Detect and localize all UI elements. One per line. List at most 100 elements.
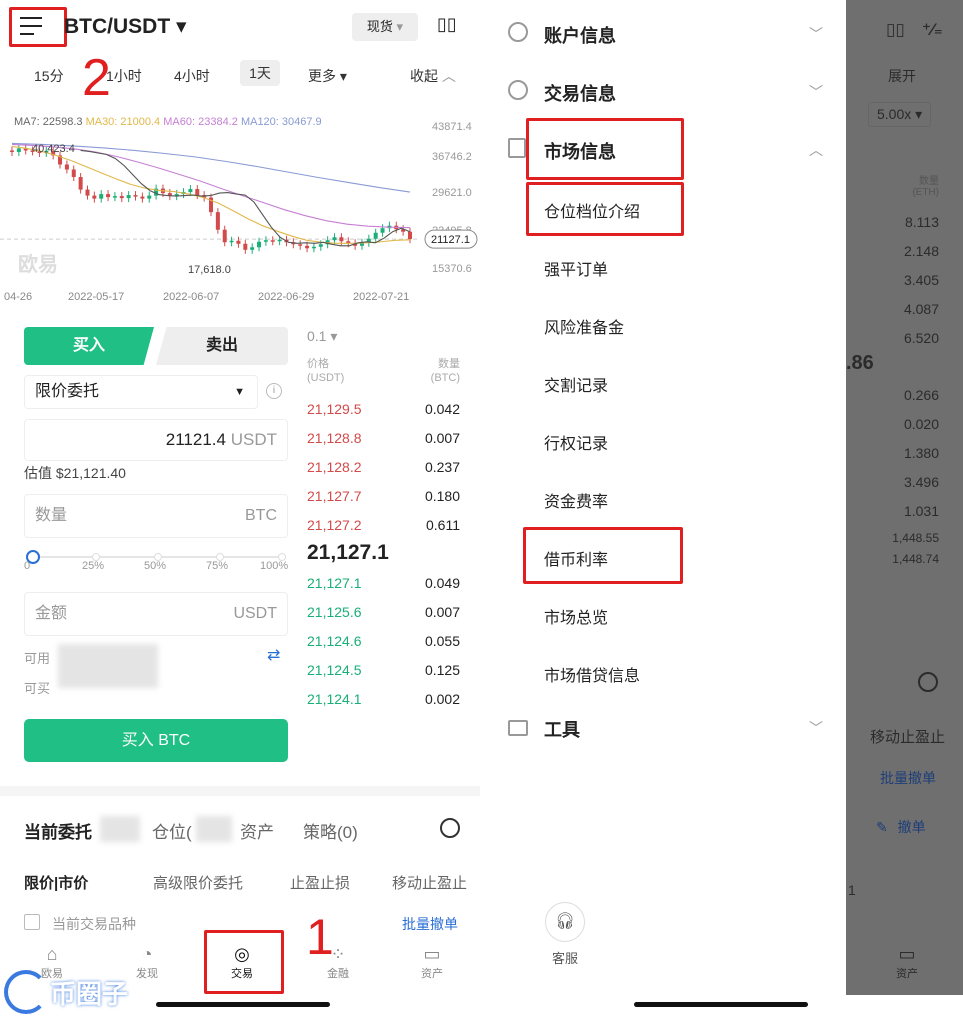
annotation-box-position-tiers [526,182,684,236]
ask-price[interactable]: 21,128.2 [307,459,362,475]
timeframe-1d[interactable]: 1天 [240,60,280,86]
tab-assets[interactable]: 资产 [240,823,274,842]
order-type-dropdown[interactable]: 限价委托 ▼ [24,375,258,409]
nav-label: 欧易 [41,968,63,980]
candlestick-icon[interactable]: ▯▯ [437,14,457,34]
menu-item[interactable]: 借币利率 [544,552,609,569]
timeframe-4h[interactable]: 4小时 [174,68,210,84]
ma60-label: MA60: 23384.2 [163,116,238,128]
nav-finance[interactable]: ⁘ 金融 [316,944,360,981]
nav-discover[interactable]: ◔ 发现 [125,944,169,981]
ask-price[interactable]: 21,127.2 [307,517,362,533]
wallet-icon: ▭ [898,944,916,964]
ask-price[interactable]: 21,127.7 [307,488,362,504]
candle [243,243,248,250]
nav-assets[interactable]: ▭ 资产 [410,944,454,981]
market-type-label: 现货 [366,19,393,34]
menu-item[interactable]: 强平订单 [544,262,609,279]
amount-slider[interactable] [26,550,286,564]
bid-price[interactable]: 21,127.1 [307,575,362,591]
ma120-label: MA120: 30467.9 [240,116,322,128]
amount-unit: USDT [233,605,277,622]
pair-selector[interactable]: BTC/USDT ▾ [64,15,187,38]
candle [58,155,63,165]
history-icon[interactable] [440,818,460,838]
menu-item[interactable]: 风险准备金 [544,320,625,337]
amount-input[interactable]: 金额 USDT [24,592,288,636]
collapse-button[interactable]: 收起 ︿ [410,68,456,84]
menu-item[interactable]: 资金费率 [544,494,609,511]
menu-item[interactable]: 市场总览 [544,610,609,627]
bid-price[interactable]: 21,125.6 [307,604,362,620]
bid-price[interactable]: 21,124.1 [307,691,362,707]
bg-bid-qty: 0.266 [903,387,939,403]
chevron-down-icon[interactable]: ﹀ [809,26,823,42]
menu-icon[interactable] [20,14,46,36]
buy-tab[interactable]: 买入 [24,327,154,365]
bid-price[interactable]: 21,124.5 [307,662,362,678]
book-price-header: 价格 (USDT) [307,357,344,385]
candle [85,189,90,196]
candlestick-icon: ▯▯ [886,20,905,39]
bg-ask-qty: 2.148 [903,243,939,259]
qty-header-unit: (BTC) [430,372,460,384]
candle [277,239,282,242]
subtab-advanced-limit[interactable]: 高级限价委托 [153,875,244,892]
info-icon[interactable]: i [266,383,282,399]
x-tick-label: 2022-06-07 [163,291,219,303]
chevron-down-icon[interactable]: ﹀ [809,84,823,100]
tab-current-orders[interactable]: 当前委托 [24,823,92,842]
support-button[interactable]: 🎧︎ 客服 [542,902,588,967]
dimmed-background-screen[interactable]: ▯▯ ⁺⁄₌ 展开 5.00x ▾ 数量 (ETH) 8.113 2.148 3.40… [846,0,963,995]
nav-label: 金融 [327,968,349,980]
subtab-trailing[interactable]: 移动止盈止 [392,875,468,892]
nav-trade[interactable]: ◎ 交易 [220,944,264,981]
bg-extra-value: 1,448.55 [892,531,939,545]
subtab-tp-sl[interactable]: 止盈止损 [290,875,351,892]
nav-home[interactable]: ⌂ 欧易 [30,944,74,981]
timeframe-more[interactable]: 更多 ▾ [308,68,347,84]
ask-price[interactable]: 21,128.8 [307,430,362,446]
quantity-input[interactable]: 数量 BTC [24,494,288,538]
price-input[interactable]: 21121.4 USDT [24,419,288,461]
section-account-info[interactable]: 账户信息 [544,26,616,46]
market-type-dropdown[interactable]: 现货 ▾ [352,13,418,41]
section-trade-info[interactable]: 交易信息 [544,84,616,104]
last-price-fragment: .86 [846,352,874,374]
y-tick-label: 36746.2 [432,151,472,163]
expand-label: 展开 [888,68,916,84]
timeframe-15m[interactable]: 15分 [34,68,64,84]
ma30-line [11,145,411,244]
batch-cancel-link[interactable]: 批量撤单 [402,916,458,932]
slider-label: 25% [82,560,105,572]
slider-handle[interactable] [26,550,40,564]
ask-price[interactable]: 21,129.5 [307,401,362,417]
price-chart[interactable]: 43871.436746.229621.022495.815370.604-26… [0,110,480,310]
candle [92,195,97,199]
sell-tab[interactable]: 卖出 [156,327,288,365]
transfer-icon[interactable]: ⇄ [267,647,281,664]
quantity-placeholder: 数量 [35,507,68,524]
timeframe-1h[interactable]: 1小时 [106,68,142,84]
chevron-up-icon[interactable]: ︿ [809,142,823,158]
bid-price[interactable]: 21,124.6 [307,633,362,649]
candle [263,240,268,242]
subtab-limit-market[interactable]: 限价|市价 [24,875,89,892]
section-tools[interactable]: 工具 [544,720,580,740]
bid-qty: 0.055 [424,633,460,649]
current-pair-checkbox[interactable] [24,914,40,930]
tab-strategies[interactable]: 策略(0) [303,823,358,842]
menu-item[interactable]: 交割记录 [544,378,609,395]
bid-qty: 0.007 [424,604,460,620]
menu-item[interactable]: 市场借贷信息 [544,668,641,685]
home-icon: ⌂ [46,944,58,964]
tab-positions[interactable]: 仓位( [152,823,192,842]
depth-dropdown[interactable]: 0.1 ▾ [307,328,338,344]
menu-item[interactable]: 行权记录 [544,436,609,453]
chevron-down-icon[interactable]: ﹀ [809,720,823,736]
candle [353,243,358,246]
section-market-info[interactable]: 市场信息 [544,142,616,162]
site-watermark: 币圈子 [4,970,128,1014]
buy-btc-button[interactable]: 买入 BTC [24,719,288,762]
menu-item[interactable]: 仓位档位介绍 [544,204,641,221]
